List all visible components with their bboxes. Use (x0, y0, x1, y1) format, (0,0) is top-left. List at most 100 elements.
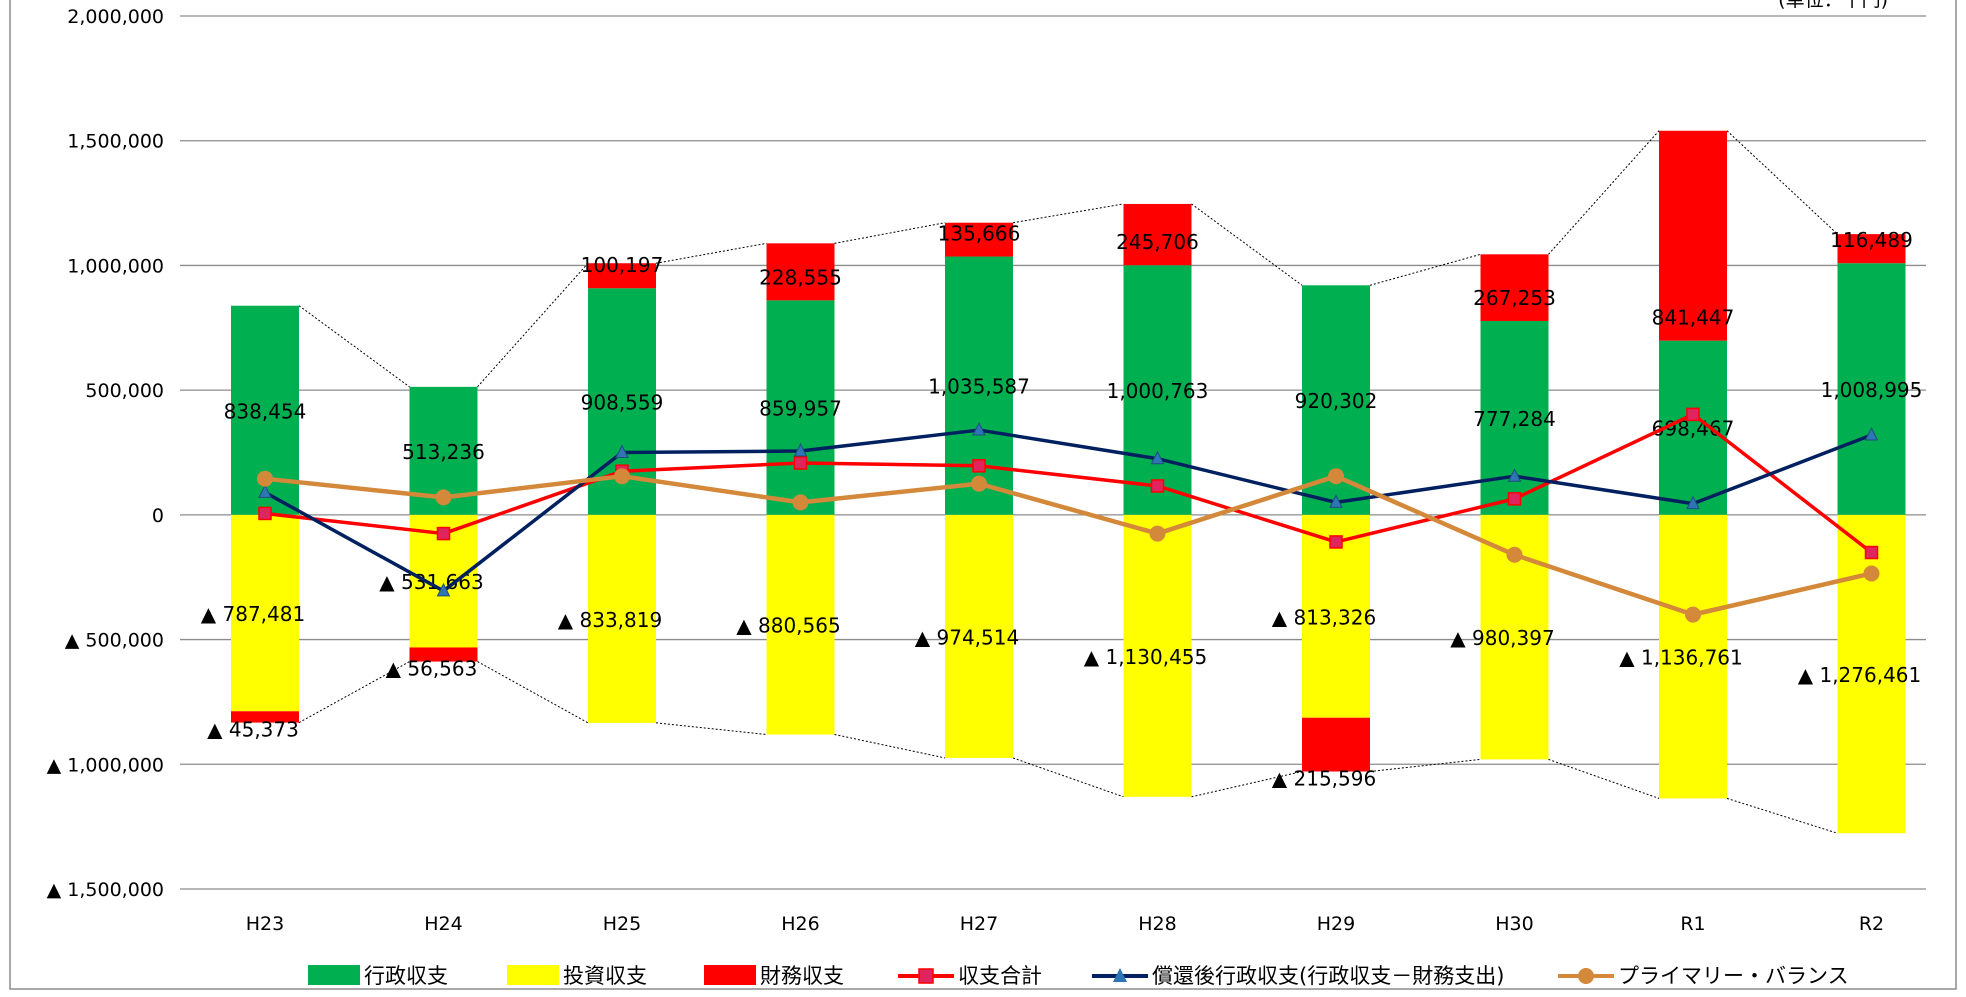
bar-value-label: 1,000,763 (1107, 379, 1209, 403)
bar-value-label: ▲ 1,130,455 (1084, 645, 1208, 669)
line-point (1506, 546, 1523, 563)
line-point (793, 456, 808, 470)
line-point (1150, 479, 1165, 493)
bar (766, 514, 835, 735)
connector-line (834, 222, 946, 244)
bar (1837, 234, 1906, 264)
line-point (258, 506, 272, 521)
chart-border (9, 0, 1957, 990)
bar (766, 243, 835, 301)
connector-line (1548, 758, 1660, 799)
legend: 行政収支 投資収支 財務収支 収支合計 償還後行政収支(行政収支－財務支出) プライマリー… (308, 964, 1849, 988)
bar (1659, 340, 1727, 515)
bar-value-label: 267,253 (1473, 286, 1556, 310)
series-line (264, 473, 1873, 617)
bar-value-label: ▲ 45,373 (207, 718, 299, 742)
y-tick-label: ▲ 1,500,000 (47, 879, 164, 901)
line-point (1507, 468, 1522, 482)
legend-marker (1113, 968, 1127, 982)
legend-label: 行政収支 (364, 964, 448, 988)
legend-label: 収支合計 (958, 964, 1042, 988)
y-tick-label: ▲ 500,000 (65, 630, 164, 652)
x-tick-label: H26 (781, 913, 819, 935)
bar-layer (231, 130, 1906, 834)
line-point (258, 484, 272, 498)
line-point (436, 582, 451, 597)
bar-value-label: 920,302 (1295, 389, 1378, 413)
bar-value-label: ▲ 833,819 (558, 608, 662, 632)
bar-value-label: 116,489 (1830, 228, 1913, 252)
bar-value-label: ▲ 813,326 (1272, 605, 1376, 629)
y-tick-label: 1,500,000 (67, 131, 164, 153)
connector-line (477, 661, 589, 724)
y-tick-label: 2,000,000 (67, 6, 164, 28)
line-point (972, 421, 986, 436)
bar (231, 711, 299, 723)
bar (1480, 254, 1549, 321)
bar-value-label: 228,555 (759, 265, 842, 289)
bar (1123, 265, 1192, 515)
connector-line (298, 661, 410, 724)
bar (945, 222, 1013, 257)
bar-value-label: ▲ 974,514 (915, 625, 1019, 649)
line-point (793, 442, 808, 457)
connector-line (1191, 203, 1303, 286)
bar-value-label: 100,197 (581, 253, 664, 277)
series-line (264, 412, 1873, 554)
legend-label: 償還後行政収支(行政収支－財務支出) (1152, 964, 1504, 988)
connector-line (834, 734, 946, 759)
connector-line (655, 722, 767, 735)
bar (588, 514, 656, 723)
line-point (614, 468, 630, 485)
x-tick-label: H25 (603, 913, 641, 935)
legend-marker (918, 968, 934, 984)
line-point (615, 444, 629, 458)
series-line (264, 428, 1873, 593)
bar (1123, 203, 1192, 266)
y-tick-label: ▲ 1,000,000 (47, 754, 164, 776)
connector-line (1369, 758, 1481, 772)
line-point (1329, 535, 1343, 549)
line-point (436, 526, 451, 541)
bar (1659, 130, 1727, 341)
y-tick-label: 500,000 (85, 380, 164, 402)
bar-value-label: 777,284 (1473, 407, 1556, 431)
bar-value-label: ▲ 1,276,461 (1798, 663, 1922, 687)
bar (1837, 263, 1906, 515)
bar-value-label: 908,559 (581, 391, 664, 415)
bar-value-label: ▲ 880,565 (736, 614, 840, 638)
line-point (1863, 565, 1880, 582)
bar-value-label: 135,666 (938, 222, 1021, 246)
bar-value-label: 841,447 (1652, 306, 1735, 330)
connector-line (298, 305, 410, 388)
connector-line (1012, 757, 1124, 798)
connector-line (477, 262, 589, 388)
y-axis-tick-labels: 2,000,000 1,500,000 1,000,000 500,000 0 ▲ 500… (47, 6, 164, 901)
line-point (1686, 407, 1700, 422)
legend-swatch (308, 965, 360, 985)
bar-value-label: 245,706 (1116, 230, 1199, 254)
line-point (1150, 450, 1165, 465)
legend-label: プライマリー・バランス (1618, 964, 1849, 988)
bar (231, 514, 299, 712)
bar (1123, 514, 1192, 797)
bar-value-label: ▲ 215,596 (1272, 766, 1376, 790)
legend-marker (1578, 968, 1594, 984)
x-tick-label: R2 (1859, 913, 1884, 935)
bar (1480, 320, 1549, 515)
line-point (1149, 525, 1166, 542)
bar-value-label: 859,957 (759, 397, 842, 421)
legend-swatch (507, 965, 559, 985)
bar (766, 300, 835, 515)
connector-line (1726, 797, 1838, 834)
connector-line (1548, 130, 1660, 255)
bar-value-label: ▲ 56,563 (386, 657, 478, 681)
line-point (1328, 468, 1344, 485)
line-point (257, 470, 273, 487)
x-tick-label: R1 (1680, 913, 1705, 935)
bar (945, 514, 1013, 758)
x-tick-label: H29 (1317, 913, 1355, 935)
line-point (1686, 495, 1700, 510)
